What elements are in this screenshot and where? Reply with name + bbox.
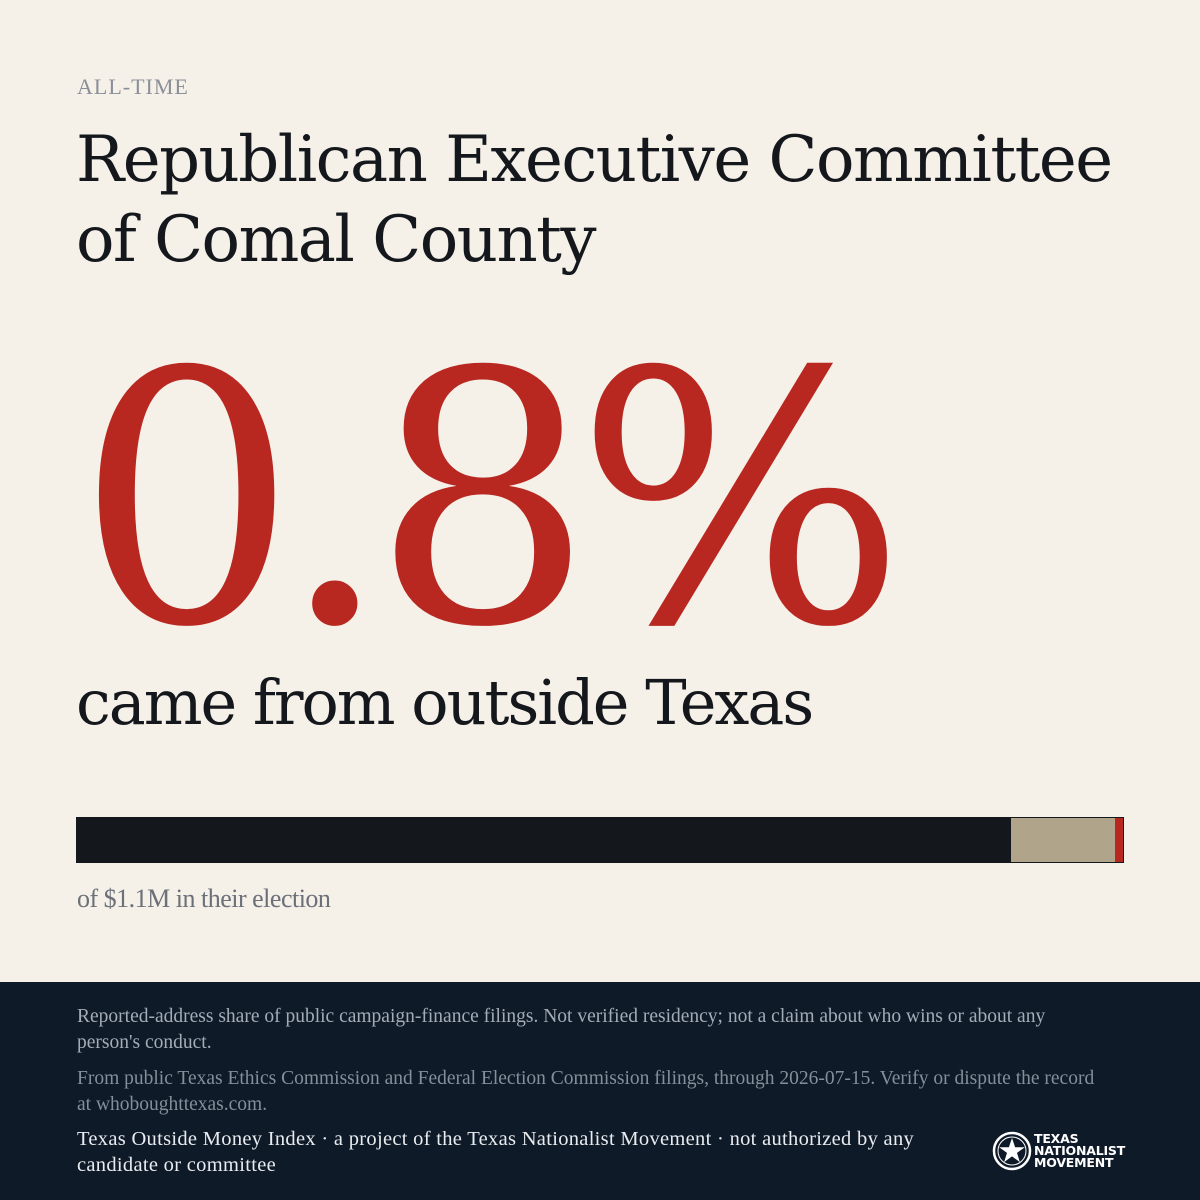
bar-segment-other	[1011, 818, 1115, 862]
main-panel: ALL-TIME Republican Executive Committee …	[76, 74, 1124, 913]
committee-title: Republican Executive Committee of Comal …	[76, 123, 1113, 277]
bar-segment-texas	[77, 818, 1012, 862]
brand-wordmark: TEXAS NATIONALIST MOVEMENT	[1034, 1131, 1126, 1170]
credit-text: Texas Outside Money Index · a project of…	[77, 1128, 915, 1176]
bar-caption: of $1.1M in their election	[77, 884, 331, 913]
outside-share-percent: 0.8%	[76, 299, 906, 704]
source-text: From public Texas Ethics Commission and …	[77, 1068, 1095, 1115]
brand-line-1: TEXAS	[1034, 1131, 1079, 1146]
brand-logo: TEXAS NATIONALIST MOVEMENT	[992, 1131, 1125, 1171]
brand-line-3: MOVEMENT	[1034, 1155, 1114, 1170]
disclaimer-text: Reported-address share of public campaig…	[77, 1006, 1046, 1053]
star-seal-icon	[992, 1131, 1032, 1171]
bar-segment-outside-texas	[1114, 818, 1123, 862]
brand-line-2: NATIONALIST	[1034, 1143, 1126, 1158]
share-bar	[76, 817, 1124, 863]
time-range-label: ALL-TIME	[77, 74, 189, 99]
footer: Reported-address share of public campaig…	[0, 982, 1200, 1200]
outside-share-subtitle: came from outside Texas	[76, 666, 814, 739]
